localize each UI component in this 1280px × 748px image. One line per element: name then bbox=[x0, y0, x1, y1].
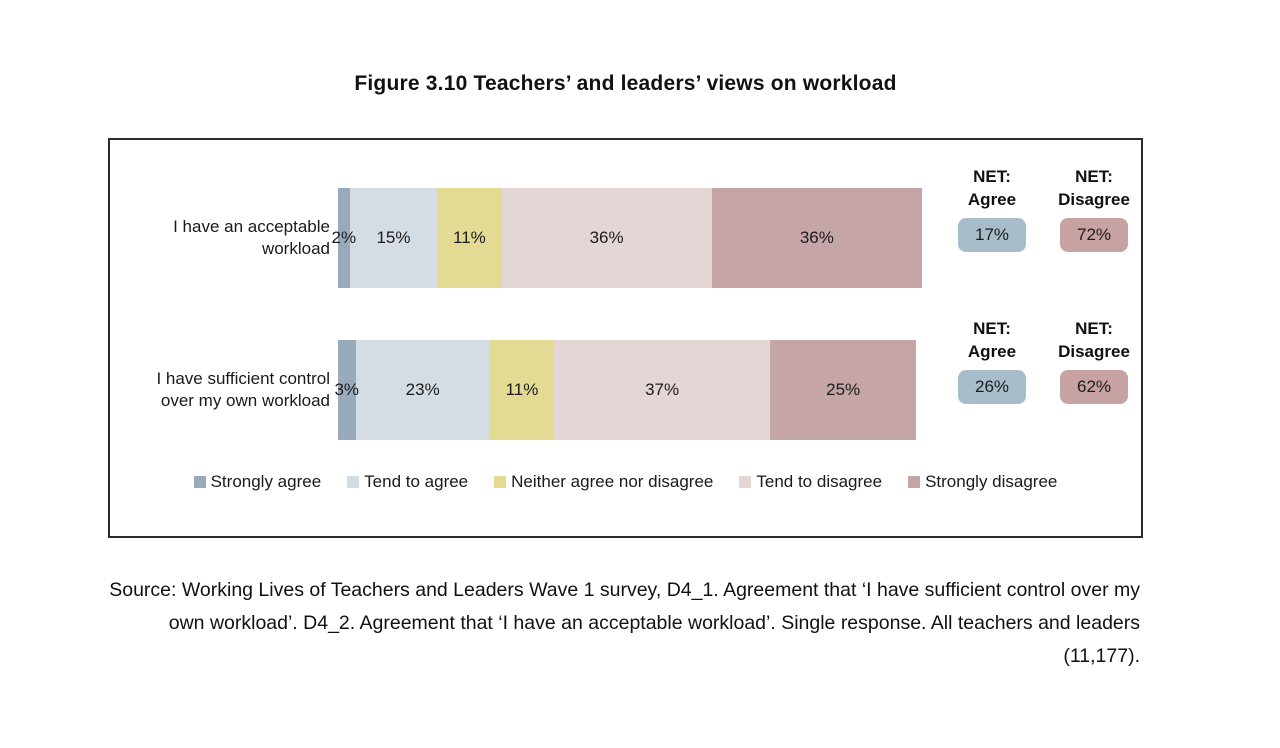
category-label: I have an acceptable workload bbox=[110, 216, 338, 260]
stacked-bar: 3% 23% 11% 37% 25% bbox=[334, 340, 922, 440]
legend-marker-tend-to-disagree bbox=[739, 476, 752, 488]
net-disagree-header: NET: Disagree bbox=[1058, 166, 1130, 209]
bar-segment-tend-to-agree: 23% bbox=[355, 340, 490, 440]
chart-row: I have an acceptable workload 2% 15% 11% 36%… bbox=[110, 167, 1141, 288]
net-agree-header: NET: Agree bbox=[967, 318, 1017, 361]
segment-value-label: 2% bbox=[331, 228, 357, 247]
net-disagree-header: NET: Disagree bbox=[1058, 318, 1130, 361]
legend-item-strongly-disagree: Strongly disagree bbox=[908, 472, 1057, 492]
legend-item-neither-agree-nor-disagree: Neither agree nor disagree bbox=[494, 472, 713, 492]
segment-value-label: 11% bbox=[453, 228, 486, 247]
chart-legend: Strongly agree Tend to agree Neither agree… bbox=[110, 472, 1141, 492]
segment-value-label: 15% bbox=[376, 228, 411, 247]
segment-value-label: 36% bbox=[799, 228, 834, 247]
bar-segment-tend-to-agree: 15% bbox=[349, 188, 438, 288]
net-agree-badge: 17% bbox=[958, 217, 1026, 252]
segment-value-label: 36% bbox=[589, 228, 624, 247]
net-agree-column: NET: Agree 17% bbox=[946, 165, 1038, 252]
chart-rows: I have an acceptable workload 2% 15% 11% 36%… bbox=[110, 167, 1141, 440]
bar-segment-tend-to-disagree: 37% bbox=[554, 340, 771, 440]
chart-frame: I have an acceptable workload 2% 15% 11% 36%… bbox=[108, 138, 1143, 538]
source-note: Source: Working Lives of Teachers and Le… bbox=[109, 579, 1140, 667]
net-agree-badge: 26% bbox=[958, 369, 1026, 404]
segment-value-label: 23% bbox=[405, 380, 440, 399]
stacked-bar: 2% 15% 11% 36% 36% bbox=[332, 188, 922, 288]
net-disagree-badge: 62% bbox=[1060, 369, 1128, 404]
bar-segment-strongly-agree: 3% bbox=[334, 340, 359, 440]
category-label-text: I have sufficient control over my own wo… bbox=[156, 369, 330, 410]
bar-segment-strongly-disagree: 36% bbox=[711, 188, 922, 288]
segment-value-label: 25% bbox=[826, 380, 861, 399]
net-agree-header: NET: Agree bbox=[967, 166, 1017, 209]
legend-item-tend-to-disagree: Tend to disagree bbox=[739, 472, 882, 492]
bar-segment-tend-to-disagree: 36% bbox=[501, 188, 712, 288]
bar-segment-strongly-disagree: 25% bbox=[770, 340, 917, 440]
legend-label: Tend to disagree bbox=[756, 472, 883, 491]
legend-label: Neither agree nor disagree bbox=[511, 472, 714, 491]
legend-item-strongly-agree: Strongly agree bbox=[193, 472, 322, 492]
net-agree-column: NET: Agree 26% bbox=[946, 317, 1038, 404]
legend-label: Tend to agree bbox=[364, 472, 469, 491]
segment-value-label: 37% bbox=[645, 380, 680, 399]
legend-marker-neither-agree-nor-disagree bbox=[494, 476, 507, 488]
legend-label: Strongly disagree bbox=[925, 472, 1058, 491]
bar-segment-strongly-agree: 2% bbox=[332, 188, 356, 288]
category-label: I have sufficient control over my own wo… bbox=[110, 368, 338, 412]
category-label-text: I have an acceptable workload bbox=[173, 217, 330, 258]
segment-value-label: 3% bbox=[334, 380, 360, 399]
figure-title: Figure 3.10 Teachers’ and leaders’ views… bbox=[354, 72, 897, 95]
legend-marker-strongly-agree bbox=[193, 476, 206, 488]
legend-item-tend-to-agree: Tend to agree bbox=[347, 472, 468, 492]
bar-segment-neither-agree-nor-disagree: 11% bbox=[489, 340, 555, 440]
net-disagree-badge: 72% bbox=[1060, 217, 1128, 252]
segment-value-label: 11% bbox=[505, 380, 539, 399]
bar-segment-neither-agree-nor-disagree: 11% bbox=[437, 188, 502, 288]
legend-label: Strongly agree bbox=[210, 472, 322, 491]
legend-marker-strongly-disagree bbox=[908, 476, 921, 488]
net-disagree-column: NET: Disagree 72% bbox=[1050, 165, 1138, 252]
chart-row: I have sufficient control over my own wo… bbox=[110, 319, 1141, 440]
legend-marker-tend-to-agree bbox=[347, 476, 360, 488]
net-disagree-column: NET: Disagree 62% bbox=[1050, 317, 1138, 404]
